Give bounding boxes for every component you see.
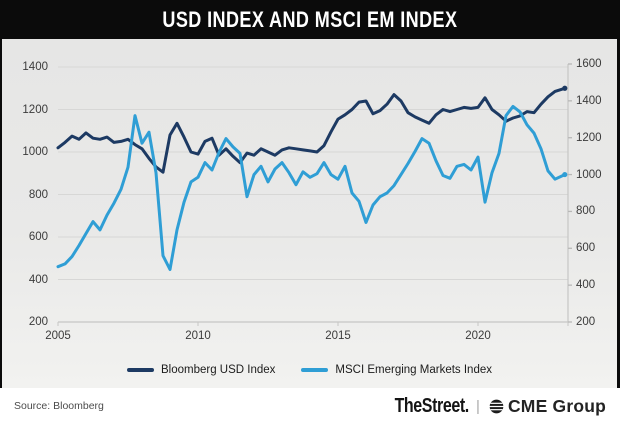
left-axis-label: 600 — [28, 231, 48, 243]
brand-logos: TheStreet. | CME Group — [376, 395, 606, 418]
left-axis-label: 200 — [28, 316, 48, 328]
x-axis-label: 2005 — [45, 330, 71, 342]
right-axis-label: 1400 — [576, 94, 602, 107]
left-axis-label: 1400 — [22, 61, 48, 73]
source-note: Source: Bloomberg — [14, 400, 104, 412]
cme-group-logo: CME Group — [489, 396, 606, 417]
series-endpoint-dot — [562, 171, 568, 178]
series-line-left — [56, 86, 567, 174]
x-axis-label: 2010 — [185, 330, 211, 342]
plot-svg — [56, 63, 572, 326]
legend-swatch — [126, 368, 154, 372]
legend-label: MSCI Emerging Markets Index — [335, 364, 492, 376]
series-endpoint-dot — [562, 85, 568, 91]
legend-item: Bloomberg USD Index — [126, 364, 276, 376]
right-axis-label: 400 — [576, 279, 596, 292]
chart-canvas: 1400 1200 1000 800 600 400 200 1600 1400 1200 100… — [2, 39, 617, 388]
brand-separator: | — [476, 397, 480, 415]
thestreet-logo: TheStreet. — [394, 394, 470, 417]
left-axis-label: 1000 — [22, 146, 48, 158]
right-axis-label: 200 — [576, 316, 596, 328]
right-axis-label: 1200 — [576, 131, 602, 144]
footer: Source: Bloomberg TheStreet. | CME Group — [0, 388, 620, 424]
right-axis-label: 600 — [576, 242, 596, 255]
globe-icon — [489, 399, 504, 413]
title-bar: USD INDEX AND MSCI EM INDEX — [0, 0, 620, 39]
left-axis-label: 800 — [28, 188, 48, 201]
legend: Bloomberg USD Index MSCI Emerging Markets… — [2, 361, 617, 379]
chart-title: USD INDEX AND MSCI EM INDEX — [162, 6, 458, 32]
legend-swatch — [301, 368, 329, 372]
right-axis-label: 800 — [576, 205, 596, 218]
x-axis-label: 2015 — [325, 330, 351, 342]
left-axis-label: 400 — [28, 273, 48, 286]
right-axis-label: 1000 — [576, 168, 602, 181]
series-line-right — [56, 104, 567, 271]
left-axis-label: 1200 — [22, 103, 48, 116]
cme-group-label: CME Group — [507, 395, 606, 416]
x-axis-label: 2020 — [465, 330, 491, 342]
legend-label: Bloomberg USD Index — [160, 364, 276, 376]
legend-item: MSCI Emerging Markets Index — [301, 364, 492, 376]
right-axis-label: 1600 — [576, 58, 602, 70]
